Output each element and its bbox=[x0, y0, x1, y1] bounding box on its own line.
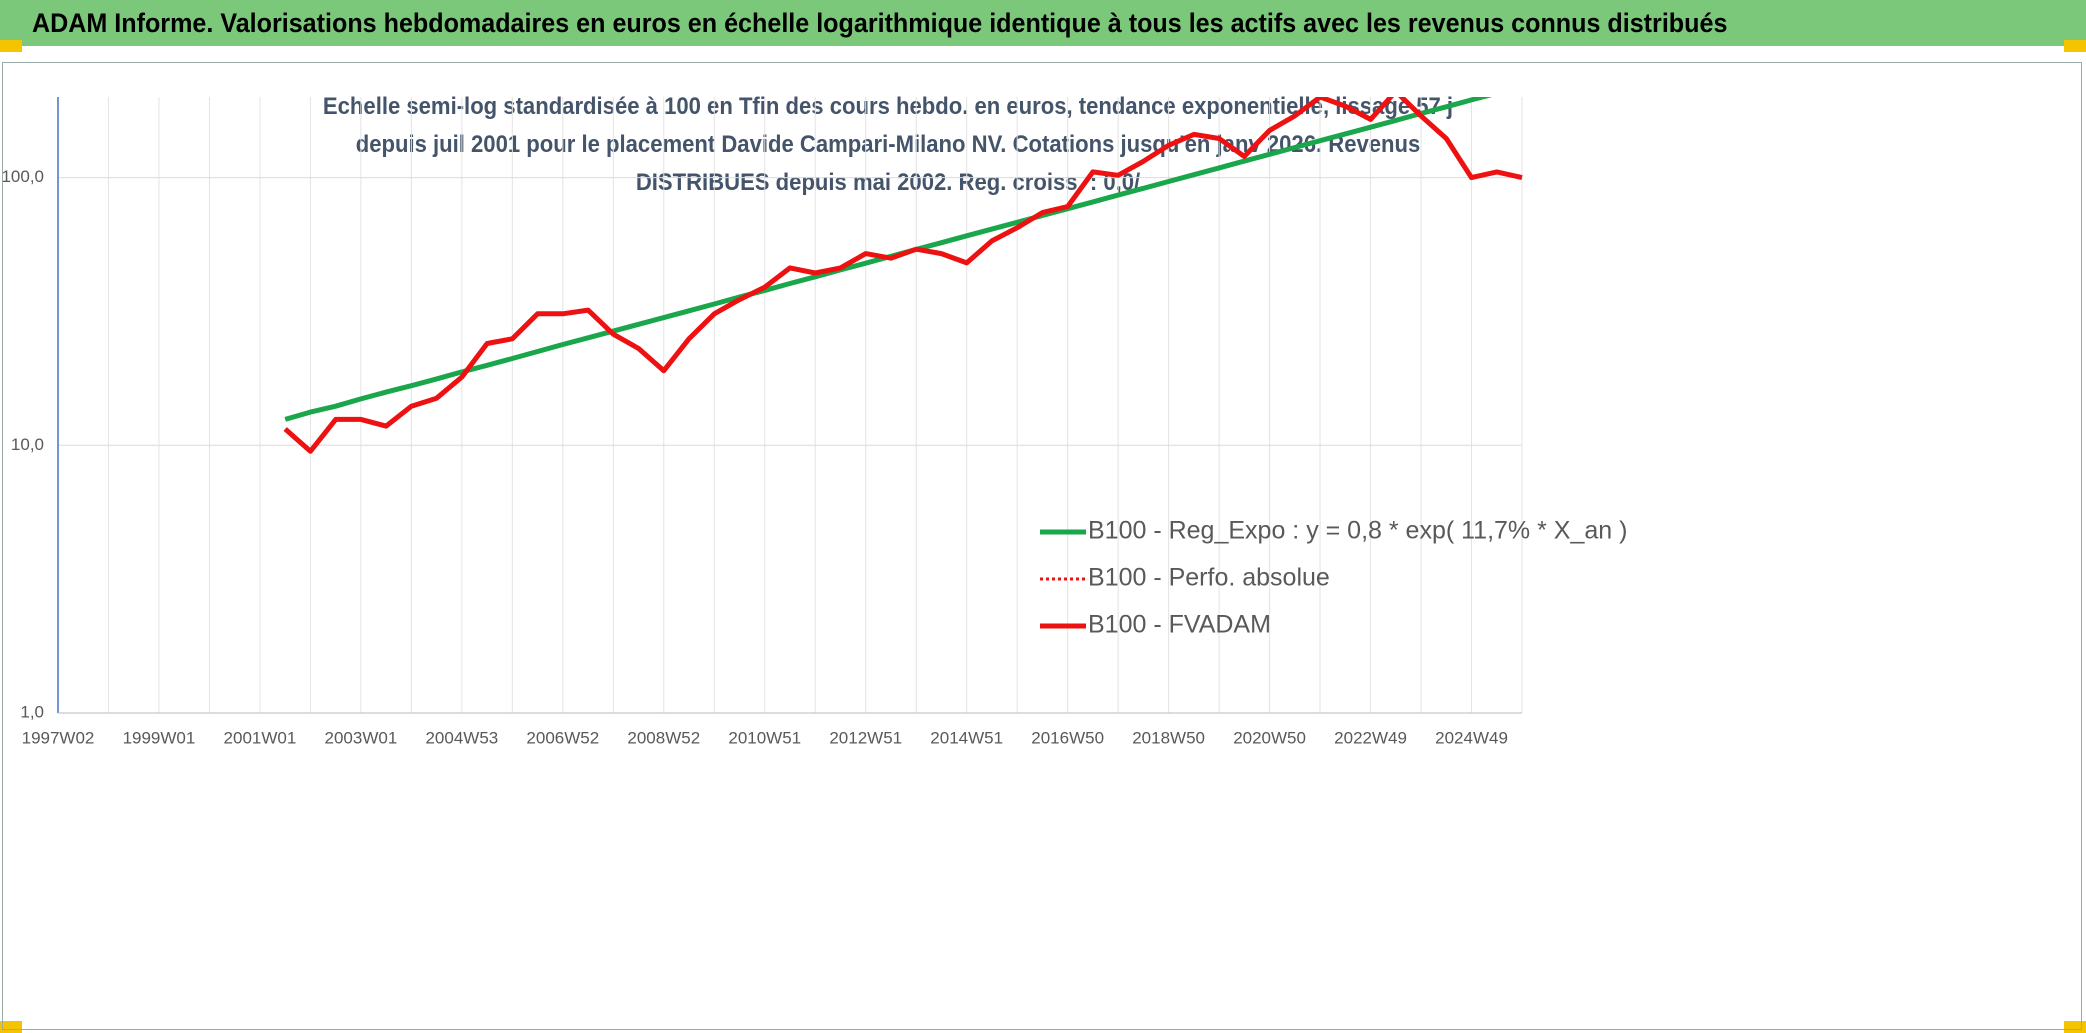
legend-label: B100 - FVADAM bbox=[1088, 611, 1271, 639]
subtitle: Echelle semi-log standardisée à 100 en T… bbox=[322, 93, 1454, 196]
x-tick-label: 2001W01 bbox=[224, 728, 297, 747]
x-tick-label: 2010W51 bbox=[728, 728, 801, 747]
y-tick-label: 100,0 bbox=[1, 167, 44, 186]
x-tick-label: 1999W01 bbox=[123, 728, 196, 747]
data-line bbox=[284, 97, 1523, 453]
x-tick-label: 2008W52 bbox=[627, 728, 700, 747]
title-bar: ADAM Informe. Valorisations hebdomadaire… bbox=[0, 0, 2086, 46]
x-tick-label: 2024W49 bbox=[1435, 728, 1508, 747]
chart-frame bbox=[2, 62, 2082, 1030]
x-tick-label: 2016W50 bbox=[1031, 728, 1104, 747]
x-tick-label: 2003W01 bbox=[325, 728, 398, 747]
y-tick-label: 1,0 bbox=[20, 702, 44, 721]
corner bbox=[2064, 40, 2086, 52]
y-tick-label: 10,0 bbox=[11, 435, 44, 454]
title: ADAM Informe. Valorisations hebdomadaire… bbox=[32, 8, 1728, 38]
legend-label: B100 - Reg_Expo : y = 0,8 * exp( 11,7% *… bbox=[1088, 517, 1627, 545]
x-tick-label: 2022W49 bbox=[1334, 728, 1407, 747]
x-tick-label: 2018W50 bbox=[1132, 728, 1205, 747]
corner bbox=[2064, 1021, 2086, 1033]
legend-label: B100 - Perfo. absolue bbox=[1088, 564, 1330, 592]
x-tick-label: 2006W52 bbox=[526, 728, 599, 747]
x-tick-label: 2004W53 bbox=[425, 728, 498, 747]
x-tick-label: 2014W51 bbox=[930, 728, 1003, 747]
x-tick-label: 1997W02 bbox=[22, 728, 95, 747]
x-tick-label: 2020W50 bbox=[1233, 728, 1306, 747]
x-tick-label: 2012W51 bbox=[829, 728, 902, 747]
corner bbox=[0, 1021, 22, 1033]
corner bbox=[0, 40, 22, 52]
data-line bbox=[283, 97, 1523, 454]
